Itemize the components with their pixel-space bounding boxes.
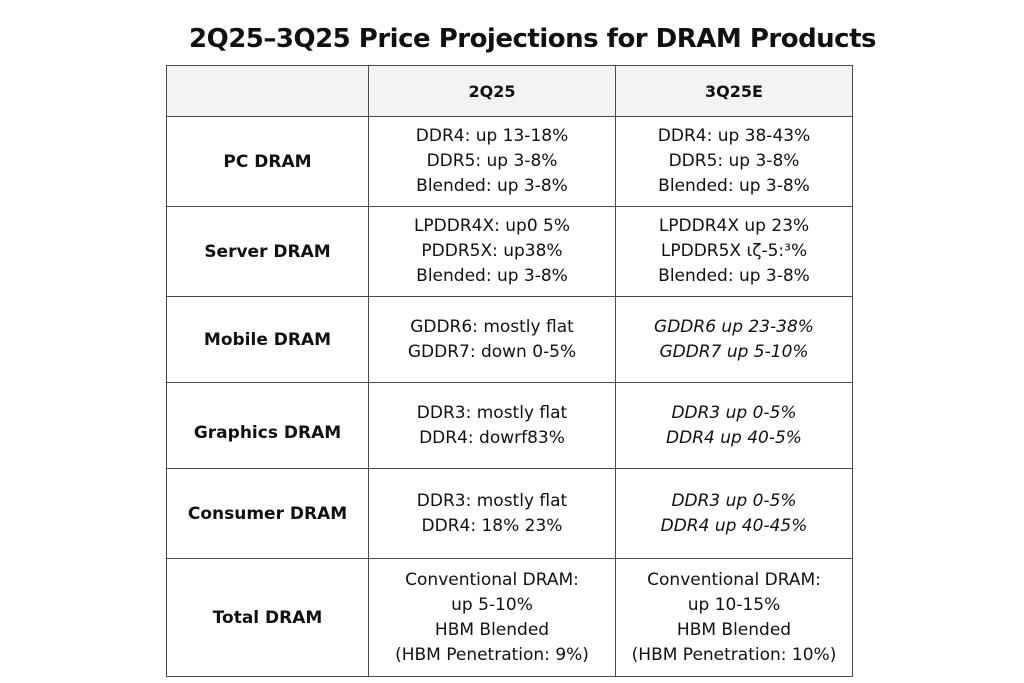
cell-line: DDR3 up 0-5%: [671, 402, 797, 423]
cell-line: DDR3: mostly flat: [416, 490, 568, 511]
cell-line: LPDDR4X up 23%: [658, 216, 810, 236]
cell-line: Conventional DRAM:: [647, 569, 821, 590]
cell-line: HBM Blended: [676, 619, 792, 640]
page-title: 2Q25–3Q25 Price Projections for DRAM Pro…: [189, 24, 877, 54]
cell-consumer-dram-2q25: DDR3: mostly flat DDR4: 18% 23%: [368, 468, 616, 559]
cell-line: Blended: up 3-8%: [658, 266, 810, 286]
cell-line: DDR4 up 40-45%: [660, 515, 808, 536]
cell-line: LPDDR4X: up0 5%: [413, 216, 571, 236]
table-row: Consumer DRAM DDR3: mostly flat DDR4: 18…: [166, 468, 853, 559]
cell-line: DDR5: up 3-8%: [668, 151, 800, 171]
cell-mobile-dram-3q25e: GDDR6 up 23-38% GDDR7 up 5-10%: [615, 296, 853, 383]
cell-server-dram-3q25e: LPDDR4X up 23% LPDDR5X ιζ-5:³% Blended: …: [615, 206, 853, 297]
cell-total-dram-3q25e: Conventional DRAM: up 10-15% HBM Blended…: [615, 558, 853, 677]
cell-line: LPDDR5X ιζ-5:³%: [660, 241, 808, 261]
table-row: Total DRAM Conventional DRAM: up 5-10% H…: [166, 558, 853, 677]
cell-line: (HBM Penetration: 9%): [395, 644, 589, 665]
cell-line: GDDR6: mostly flat: [410, 316, 574, 337]
cell-graphics-dram-2q25: DDR3: mostly flat DDR4: dowrf83%: [368, 382, 616, 469]
cell-line: DDR3 up 0-5%: [671, 490, 797, 511]
cell-pc-dram-2q25: DDR4: up 13-18% DDR5: up 3-8% Blended: u…: [368, 116, 616, 207]
cell-mobile-dram-2q25: GDDR6: mostly flat GDDR7: down 0-5%: [368, 296, 616, 383]
cell-consumer-dram-3q25e: DDR3 up 0-5% DDR4 up 40-45%: [615, 468, 853, 559]
cell-graphics-dram-3q25e: DDR3 up 0-5% DDR4 up 40-5%: [615, 382, 853, 469]
table-header-row: 2Q25 3Q25E: [166, 65, 853, 117]
table-row: PC DRAM DDR4: up 13-18% DDR5: up 3-8% Bl…: [166, 116, 853, 207]
cell-line: Conventional DRAM:: [405, 569, 579, 590]
cell-line: DDR4 up 40-5%: [666, 427, 802, 448]
row-label-consumer-dram: Consumer DRAM: [166, 468, 369, 559]
price-projection-table: 2Q25 3Q25E PC DRAM DDR4: up 13-18% DDR5:…: [166, 65, 853, 677]
table-row: Mobile DRAM GDDR6: mostly flat GDDR7: do…: [166, 296, 853, 383]
cell-line: DDR4: 18% 23%: [421, 515, 563, 536]
table-row: Server DRAM LPDDR4X: up0 5% PDDR5X: up38…: [166, 206, 853, 297]
row-label-server-dram: Server DRAM: [166, 206, 369, 297]
cell-line: HBM Blended: [434, 619, 550, 640]
table-row: Graphics DRAM DDR3: mostly flat DDR4: do…: [166, 382, 853, 469]
cell-line: Blended: up 3-8%: [416, 176, 568, 196]
row-label-total-dram: Total DRAM: [166, 558, 369, 677]
cell-line: PDDR5X: up38%: [421, 241, 563, 261]
row-label-graphics-dram: Graphics DRAM: [166, 382, 369, 469]
cell-line: GDDR6 up 23-38%: [654, 316, 814, 337]
header-corner-cell: [166, 65, 369, 117]
cell-line: DDR3: mostly flat: [416, 402, 568, 423]
cell-line: DDR4: dowrf83%: [419, 427, 565, 448]
row-label-mobile-dram: Mobile DRAM: [166, 296, 369, 383]
row-label-pc-dram: PC DRAM: [166, 116, 369, 207]
cell-line: DDR4: up 13-18%: [415, 126, 569, 146]
cell-line: GDDR7: down 0-5%: [407, 341, 577, 362]
cell-server-dram-2q25: LPDDR4X: up0 5% PDDR5X: up38% Blended: u…: [368, 206, 616, 297]
cell-line: DDR4: up 38-43%: [657, 126, 811, 146]
cell-line: Blended: up 3-8%: [416, 266, 568, 286]
cell-total-dram-2q25: Conventional DRAM: up 5-10% HBM Blended …: [368, 558, 616, 677]
cell-pc-dram-3q25e: DDR4: up 38-43% DDR5: up 3-8% Blended: u…: [615, 116, 853, 207]
cell-line: GDDR7 up 5-10%: [659, 341, 809, 362]
header-3q25e: 3Q25E: [615, 65, 853, 117]
cell-line: Blended: up 3-8%: [658, 176, 810, 196]
cell-line: DDR5: up 3-8%: [426, 151, 558, 171]
cell-line: up 10-15%: [687, 594, 781, 615]
cell-line: up 5-10%: [451, 594, 533, 615]
header-2q25: 2Q25: [368, 65, 616, 117]
cell-line: (HBM Penetration: 10%): [631, 644, 837, 665]
